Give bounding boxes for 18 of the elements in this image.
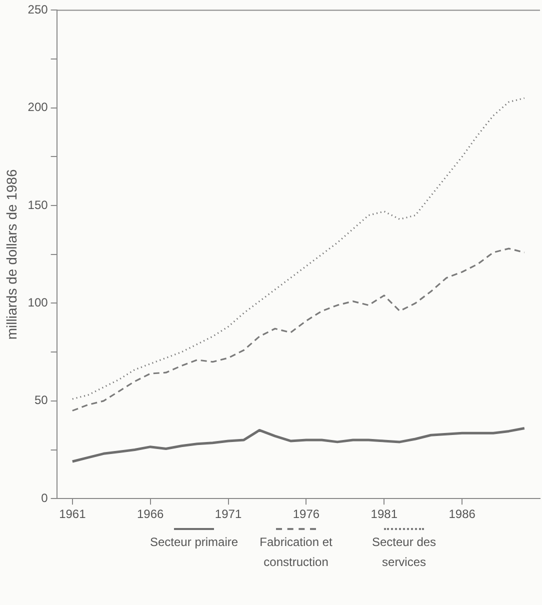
y-tick-label: 100: [28, 296, 48, 310]
line-series: [72, 97, 526, 400]
x-tick-label: 1966: [136, 507, 164, 522]
x-tick-label: 1976: [292, 507, 320, 522]
y-axis-title: milliards de dollars de 1986: [3, 168, 20, 340]
y-tick-label: 250: [28, 2, 48, 17]
y-tick-label: 150: [28, 198, 48, 212]
legend-label: Fabrication et construction: [258, 534, 334, 571]
x-tick-label: 1986: [448, 507, 476, 522]
y-tick-label: 200: [28, 100, 48, 114]
y-tick-label: 0: [41, 490, 48, 505]
x-tick-label: 1981: [370, 507, 398, 522]
legend-label: Secteur des services: [371, 534, 438, 571]
x-tick-label: 1961: [59, 507, 86, 522]
legend-label: Secteur primaire: [150, 534, 238, 551]
y-tick-label: 50: [34, 393, 48, 408]
line-series: [72, 248, 526, 412]
x-tick-label: 1971: [214, 507, 242, 522]
